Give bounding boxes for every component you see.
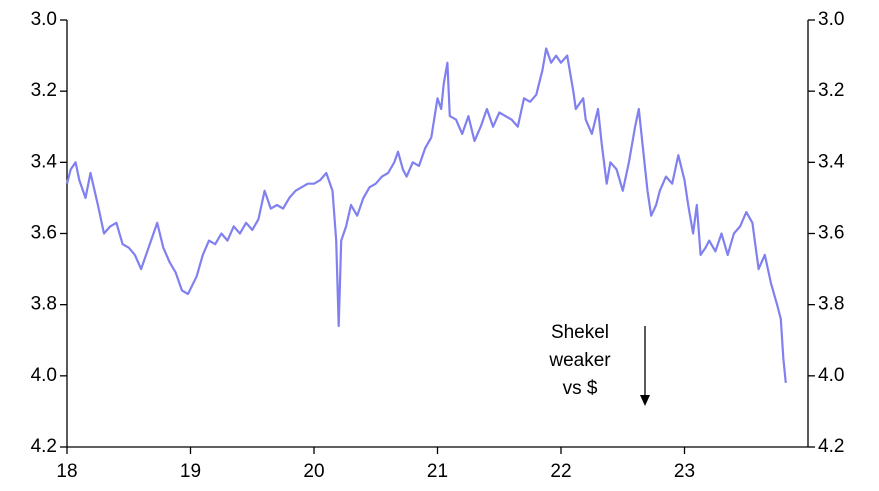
y2-tick-label: 4.2: [818, 436, 844, 457]
x-tick-label: 22: [550, 461, 571, 482]
x-tick-label: 19: [180, 461, 201, 482]
y-tick-label: 3.6: [31, 223, 57, 244]
y2-tick-label: 3.8: [818, 294, 844, 315]
y-tick-label: 3.0: [31, 9, 57, 30]
y2-tick-label: 3.6: [818, 223, 844, 244]
x-tick-label: 18: [56, 461, 77, 482]
annotation-arrow-head: [640, 395, 650, 406]
y-tick-label: 3.2: [31, 80, 57, 101]
y2-tick-label: 3.2: [818, 80, 844, 101]
x-tick-label: 23: [674, 461, 695, 482]
y-tick-label: 4.0: [31, 365, 57, 386]
annotation: weaker: [548, 350, 611, 371]
y-tick-label: 3.4: [31, 151, 58, 172]
y2-tick-label: 3.4: [818, 151, 845, 172]
y-tick-label: 3.8: [31, 294, 57, 315]
annotation: Shekel: [551, 322, 609, 343]
y2-tick-label: 3.0: [818, 9, 844, 30]
x-tick-label: 20: [303, 461, 324, 482]
y-tick-label: 4.2: [31, 436, 57, 457]
y2-tick-label: 4.0: [818, 365, 844, 386]
x-tick-label: 21: [427, 461, 448, 482]
annotation: vs $: [563, 378, 598, 399]
series-line: [65, 47, 787, 384]
